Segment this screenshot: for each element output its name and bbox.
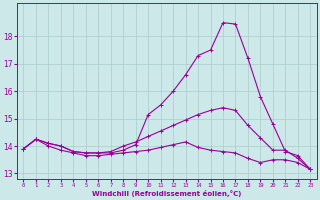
X-axis label: Windchill (Refroidissement éolien,°C): Windchill (Refroidissement éolien,°C): [92, 190, 242, 197]
